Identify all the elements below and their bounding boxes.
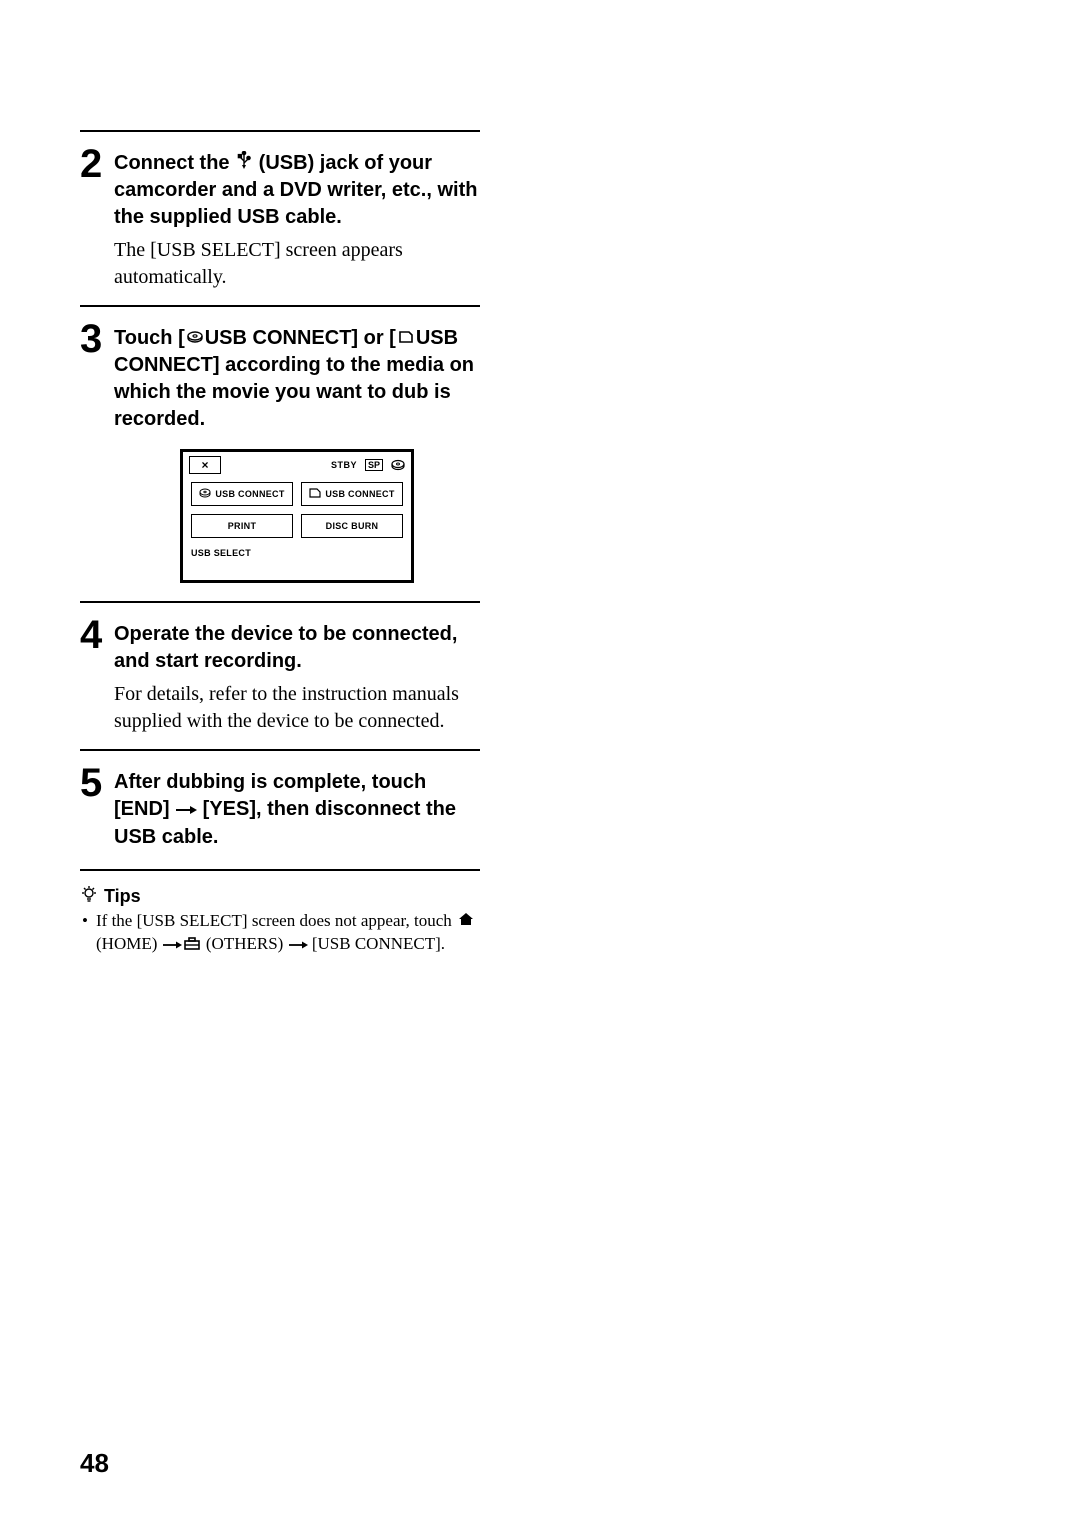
button-label: USB CONNECT	[325, 489, 394, 499]
step-title: Connect the (USB) jack of your camcorder…	[114, 150, 480, 231]
text: (OTHERS)	[202, 934, 288, 953]
disc-icon	[187, 325, 203, 352]
tips-section: Tips If the [USB SELECT] screen does not…	[80, 869, 480, 957]
text: (HOME)	[96, 934, 162, 953]
tips-header: Tips	[80, 885, 480, 908]
panel-label: USB SELECT	[183, 542, 411, 560]
step-body: Connect the (USB) jack of your camcorder…	[114, 144, 480, 291]
text: Touch [	[114, 327, 185, 349]
step-body: After dubbing is complete, touch [END] […	[114, 763, 480, 850]
step-number: 5	[80, 763, 114, 803]
usb-trident-icon	[237, 150, 251, 177]
arrow-right-icon	[162, 934, 182, 957]
text: [USB CONNECT].	[308, 934, 445, 953]
arrow-right-icon	[175, 797, 197, 824]
step-5: 5 After dubbing is complete, touch [END]…	[80, 749, 480, 864]
tips-icon	[80, 885, 98, 908]
step-description: The [USB SELECT] screen appears automati…	[114, 237, 480, 291]
toolbox-icon	[184, 934, 200, 957]
tips-list: If the [USB SELECT] screen does not appe…	[80, 910, 480, 957]
step-3: 3 Touch [USB CONNECT] or [USB CONNECT] a…	[80, 305, 480, 601]
text: USB CONNECT] or [	[205, 327, 396, 349]
step-number: 2	[80, 144, 114, 184]
tips-label: Tips	[104, 886, 141, 907]
memory-card-icon	[309, 488, 321, 500]
tips-item: If the [USB SELECT] screen does not appe…	[96, 910, 480, 957]
step-number: 4	[80, 615, 114, 655]
step-description: For details, refer to the instruction ma…	[114, 681, 480, 735]
usb-connect-card-button[interactable]: USB CONNECT	[301, 482, 403, 506]
step-body: Operate the device to be connected, and …	[114, 615, 480, 735]
button-row: USB CONNECT USB CONNECT	[183, 478, 411, 510]
step-title: Operate the device to be connected, and …	[114, 621, 480, 675]
memory-card-icon	[398, 325, 414, 352]
close-button[interactable]: ×	[189, 456, 221, 474]
print-button[interactable]: PRINT	[191, 514, 293, 538]
stby-label: STBY	[331, 460, 357, 470]
home-icon	[458, 910, 474, 933]
button-row: PRINT DISC BURN	[183, 510, 411, 542]
text: Connect the	[114, 152, 235, 174]
button-label: PRINT	[228, 521, 257, 531]
usb-connect-disc-button[interactable]: USB CONNECT	[191, 482, 293, 506]
disc-status-icon	[391, 459, 405, 471]
panel-spacer	[183, 560, 411, 580]
step-title: After dubbing is complete, touch [END] […	[114, 769, 480, 850]
step-body: Touch [USB CONNECT] or [USB CONNECT] acc…	[114, 319, 480, 587]
usb-select-panel: × STBY SP USB CONNECT USB CONNECT	[180, 449, 414, 583]
page-number: 48	[80, 1448, 109, 1479]
button-label: USB CONNECT	[215, 489, 284, 499]
panel-top-bar: × STBY SP	[183, 452, 411, 478]
step-title: Touch [USB CONNECT] or [USB CONNECT] acc…	[114, 325, 480, 433]
button-label: DISC BURN	[326, 521, 379, 531]
page: 2 Connect the (USB) jack of your camcord…	[0, 0, 1080, 1535]
arrow-right-icon	[288, 934, 308, 957]
step-number: 3	[80, 319, 114, 359]
disc-burn-button[interactable]: DISC BURN	[301, 514, 403, 538]
step-2: 2 Connect the (USB) jack of your camcord…	[80, 130, 480, 305]
sp-badge: SP	[365, 459, 383, 471]
step-4: 4 Operate the device to be connected, an…	[80, 601, 480, 749]
text: If the [USB SELECT] screen does not appe…	[96, 911, 456, 930]
disc-icon	[199, 488, 211, 500]
